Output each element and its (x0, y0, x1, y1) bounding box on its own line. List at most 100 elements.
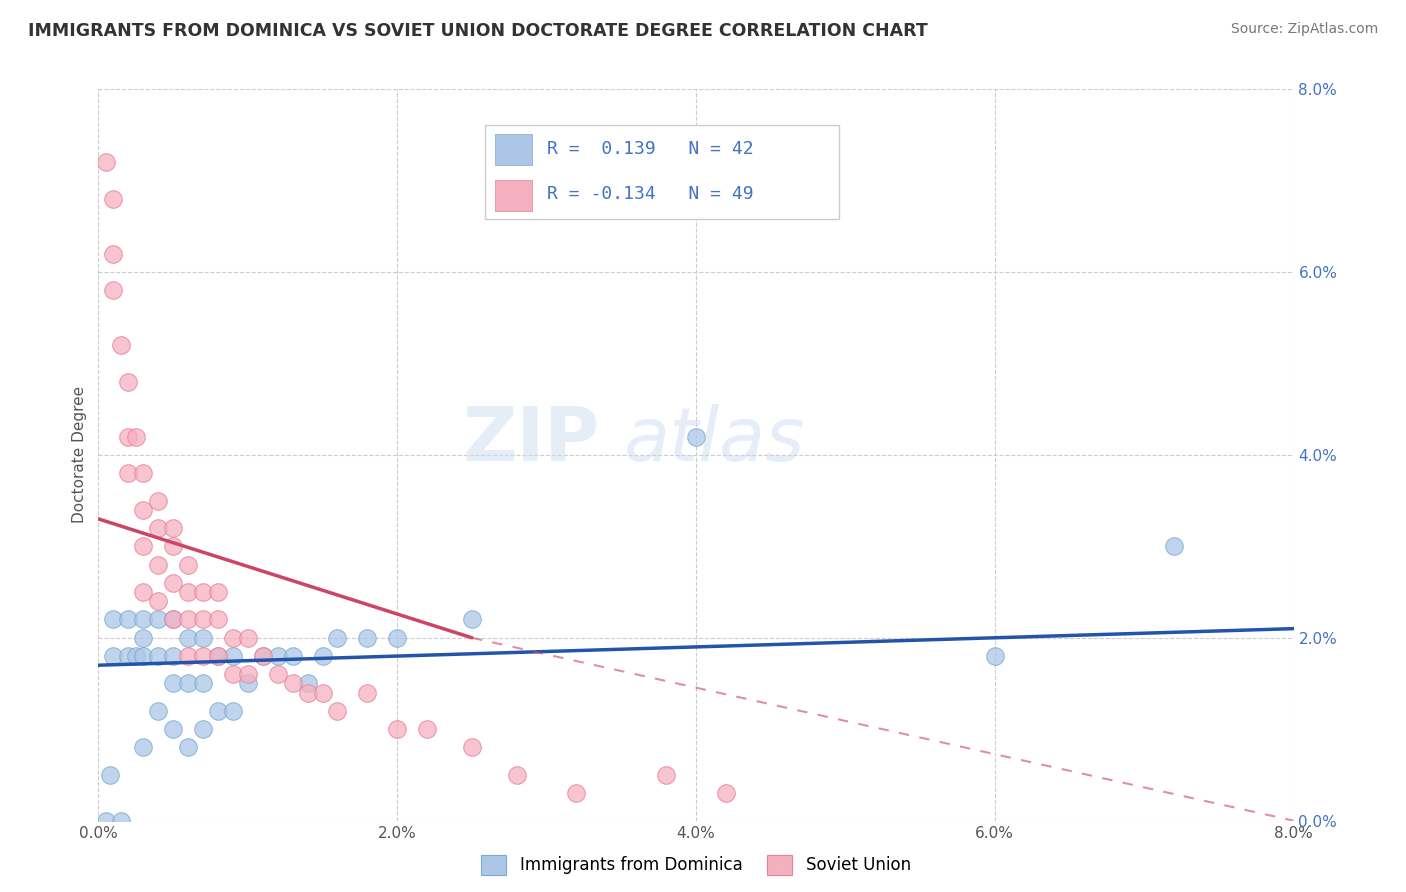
Text: R = -0.134   N = 49: R = -0.134 N = 49 (547, 186, 754, 203)
Point (385, 631, 409, 645)
Point (162, 613, 184, 627)
Point (297, 685, 319, 699)
Legend: Immigrants from Dominica, Soviet Union: Immigrants from Dominica, Soviet Union (475, 848, 917, 882)
Point (222, 649, 245, 664)
Point (117, 613, 139, 627)
Point (103, 613, 125, 627)
Point (685, 429, 707, 443)
Point (162, 613, 184, 627)
Point (148, 649, 170, 664)
Point (281, 649, 304, 664)
Point (311, 649, 333, 664)
Point (162, 649, 184, 664)
Point (191, 649, 214, 664)
Point (236, 676, 259, 690)
Point (177, 740, 200, 755)
Point (207, 649, 229, 664)
Point (655, 768, 678, 782)
Point (326, 704, 349, 718)
Bar (495, 134, 531, 165)
Point (148, 613, 170, 627)
Point (983, 649, 1005, 664)
Point (148, 493, 170, 508)
Point (326, 631, 349, 645)
Point (110, 814, 132, 828)
Point (103, 246, 125, 260)
Point (385, 723, 409, 737)
Point (267, 649, 290, 664)
Point (94, 155, 117, 169)
Point (714, 786, 737, 800)
Point (103, 649, 125, 664)
Point (416, 723, 439, 737)
Point (177, 558, 200, 572)
Point (461, 613, 484, 627)
Point (177, 649, 200, 664)
Point (1163, 539, 1185, 553)
Point (110, 338, 132, 352)
Point (297, 676, 319, 690)
Point (162, 676, 184, 690)
Point (125, 649, 148, 664)
Point (356, 685, 378, 699)
Point (222, 631, 245, 645)
Point (267, 667, 290, 681)
Point (132, 631, 155, 645)
Text: R =  0.139   N = 42: R = 0.139 N = 42 (547, 140, 754, 158)
Point (207, 649, 229, 664)
Point (177, 676, 200, 690)
Point (117, 649, 139, 664)
Point (162, 521, 184, 535)
Point (565, 786, 588, 800)
Point (98, 768, 122, 782)
Point (191, 613, 214, 627)
Point (236, 631, 259, 645)
Point (222, 704, 245, 718)
Y-axis label: Doctorate Degree: Doctorate Degree (72, 386, 87, 524)
Point (191, 585, 214, 599)
Point (132, 740, 155, 755)
Point (132, 649, 155, 664)
Text: ZIP: ZIP (463, 404, 600, 477)
Point (222, 667, 245, 681)
Point (207, 704, 229, 718)
FancyBboxPatch shape (485, 125, 839, 219)
Point (103, 284, 125, 298)
Bar (495, 179, 531, 211)
Point (162, 576, 184, 591)
Point (311, 685, 333, 699)
Point (117, 466, 139, 480)
Point (132, 585, 155, 599)
Point (177, 613, 200, 627)
Point (207, 585, 229, 599)
Point (94, 814, 117, 828)
Point (148, 594, 170, 608)
Point (252, 649, 274, 664)
Text: atlas: atlas (624, 404, 806, 476)
Point (132, 613, 155, 627)
Point (148, 521, 170, 535)
Point (162, 539, 184, 553)
Point (132, 539, 155, 553)
Point (191, 676, 214, 690)
Point (461, 740, 484, 755)
Point (148, 704, 170, 718)
Point (125, 429, 148, 443)
Point (191, 631, 214, 645)
Point (132, 502, 155, 516)
Point (356, 631, 378, 645)
Point (236, 667, 259, 681)
Point (132, 466, 155, 480)
Point (177, 585, 200, 599)
Point (117, 375, 139, 389)
Point (117, 429, 139, 443)
Point (207, 613, 229, 627)
Text: Source: ZipAtlas.com: Source: ZipAtlas.com (1230, 22, 1378, 37)
Text: IMMIGRANTS FROM DOMINICA VS SOVIET UNION DOCTORATE DEGREE CORRELATION CHART: IMMIGRANTS FROM DOMINICA VS SOVIET UNION… (28, 22, 928, 40)
Point (191, 723, 214, 737)
Point (162, 723, 184, 737)
Point (252, 649, 274, 664)
Point (148, 558, 170, 572)
Point (506, 768, 529, 782)
Point (281, 676, 304, 690)
